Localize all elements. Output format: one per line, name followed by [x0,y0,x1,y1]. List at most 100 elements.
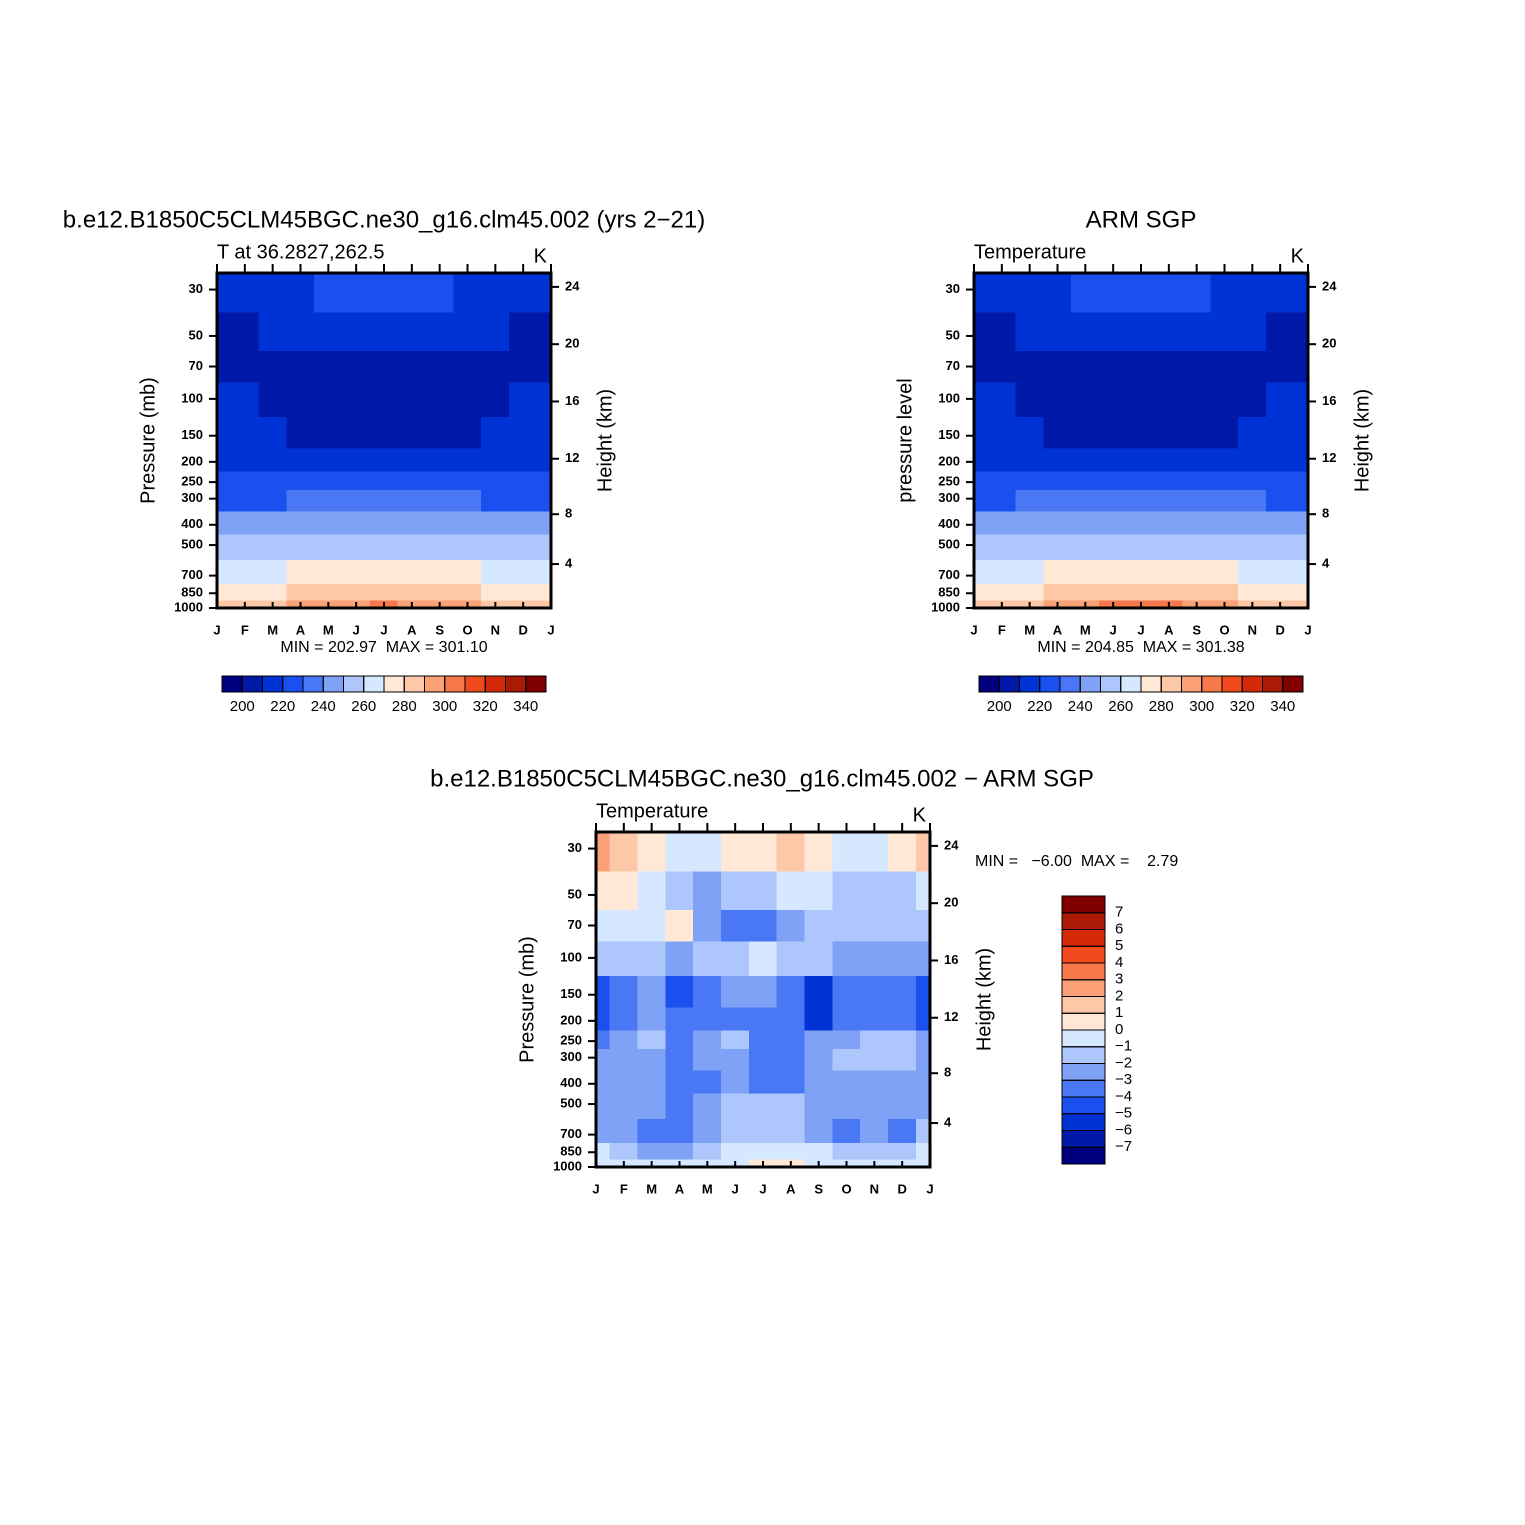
y-axis-label: pressure level [894,378,916,503]
contour-cell [1015,350,1044,383]
contour-cell [609,909,639,942]
contour-cell [230,560,260,585]
contour-cell [1043,382,1072,418]
contour-cell [1293,490,1309,513]
contour-cell [508,350,538,383]
contour-cell [508,382,538,418]
chart-subtitle: T at 36.2827,262.5 [217,241,385,263]
contour-cell [1265,511,1295,536]
contour-cell [216,471,232,491]
y-tick-label: 500 [560,1095,582,1110]
contour-cell [341,350,371,383]
contour-cell [973,312,989,352]
contour-cell [1098,272,1128,314]
contour-cell [720,909,750,942]
contour-cell [508,272,538,314]
contour-cell [1071,272,1100,314]
contour-cell [258,312,287,352]
colorbar-box [1061,1046,1106,1064]
contour-cell [216,490,232,513]
contour-cell [453,382,482,418]
contour-cell [314,471,343,491]
contour-cell [369,382,399,418]
colorbar-label: −4 [1115,1088,1132,1105]
y-axis-label: Pressure (mb) [137,377,159,504]
contour-cell [341,490,371,513]
contour-cell [314,382,343,418]
x-tick-label: M [1024,622,1035,637]
contour-cell [536,350,552,383]
y2-tick-label: 4 [944,1114,952,1129]
colorbar-box [1059,675,1081,693]
contour-cell [1293,584,1309,601]
y-tick-label: 400 [938,516,960,531]
contour-cell [536,471,552,491]
contour-cell [369,448,399,473]
contour-cell [230,382,260,418]
contour-cell [987,448,1017,473]
contour-cell [987,511,1017,536]
contour-cell [595,1049,611,1072]
contour-cell [1043,511,1072,536]
contour-cell [609,1030,639,1050]
y2-tick-label: 24 [565,278,580,293]
contour-cell [1098,312,1128,352]
colorbar-box [1061,1029,1106,1048]
colorbar-label: 6 [1115,920,1123,937]
contour-cell [776,871,806,911]
y-tick-label: 1000 [931,599,960,614]
contour-cell [1098,448,1128,473]
colorbar-box [1241,675,1263,693]
contour-cell [776,1093,806,1120]
contour-cell [258,490,287,513]
x-tick-label: M [646,1181,657,1196]
contour-cell [230,350,260,383]
contour-cell [286,490,315,513]
y-tick-label: 700 [560,1126,582,1141]
contour-cell [1126,490,1156,513]
contour-cell [286,560,315,585]
colorbar-label: −7 [1115,1138,1132,1155]
contour-cell [595,1007,611,1032]
contour-cell [258,534,287,561]
contour-cell [1265,534,1295,561]
contour-cell [425,534,454,561]
colorbar-box [1061,1012,1106,1031]
colorbar-box [1120,675,1142,693]
y-tick-label: 250 [938,474,960,489]
colorbar-box [1061,996,1106,1014]
contour-cell [832,909,861,942]
x-tick-label: F [620,1181,628,1196]
contour-cell [453,448,482,473]
y-tick-label: 150 [938,427,960,442]
contour-cell [1210,511,1239,536]
contour-cell [1126,448,1156,473]
colorbar-box [221,675,243,693]
contour-cell [508,471,538,491]
contour-cell [341,534,371,561]
contour-cell [508,312,538,352]
contour-cell [397,350,427,383]
contour-cell [609,1049,639,1072]
contour-cell [887,871,917,911]
contour-cell [341,471,371,491]
contour-cell [397,382,427,418]
contour-cell [609,1143,639,1160]
colorbar-label: −1 [1115,1038,1132,1055]
contour-cell [1071,382,1100,418]
contour-cell [481,534,510,561]
contour-cell [1238,312,1267,352]
contour-cell [693,909,722,942]
units-label: K [913,804,927,826]
contour-cell [1098,560,1128,585]
x-tick-label: J [547,622,554,637]
contour-cell [1265,417,1295,450]
contour-cell [1015,417,1044,450]
colorbar-label: 300 [1189,698,1214,715]
contour-cell [1043,448,1072,473]
colorbar-label: 240 [1068,698,1093,715]
contour-cell [1210,471,1239,491]
contour-cell [832,1030,861,1050]
contour-cell [860,941,889,977]
contour-cell [1182,312,1211,352]
